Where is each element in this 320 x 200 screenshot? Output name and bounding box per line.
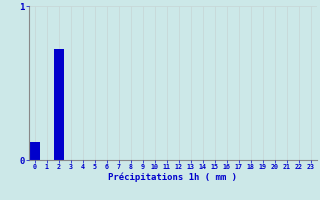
Bar [54, 49, 64, 160]
Bar [30, 142, 40, 160]
X-axis label: Précipitations 1h ( mm ): Précipitations 1h ( mm ) [108, 173, 237, 182]
